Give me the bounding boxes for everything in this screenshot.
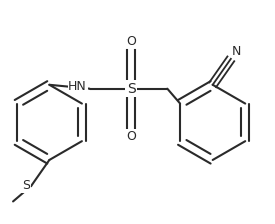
Text: N: N	[232, 45, 241, 58]
Text: S: S	[22, 179, 30, 192]
Text: O: O	[126, 130, 136, 143]
Text: HN: HN	[68, 80, 87, 93]
Text: O: O	[126, 35, 136, 48]
Text: S: S	[127, 82, 135, 96]
